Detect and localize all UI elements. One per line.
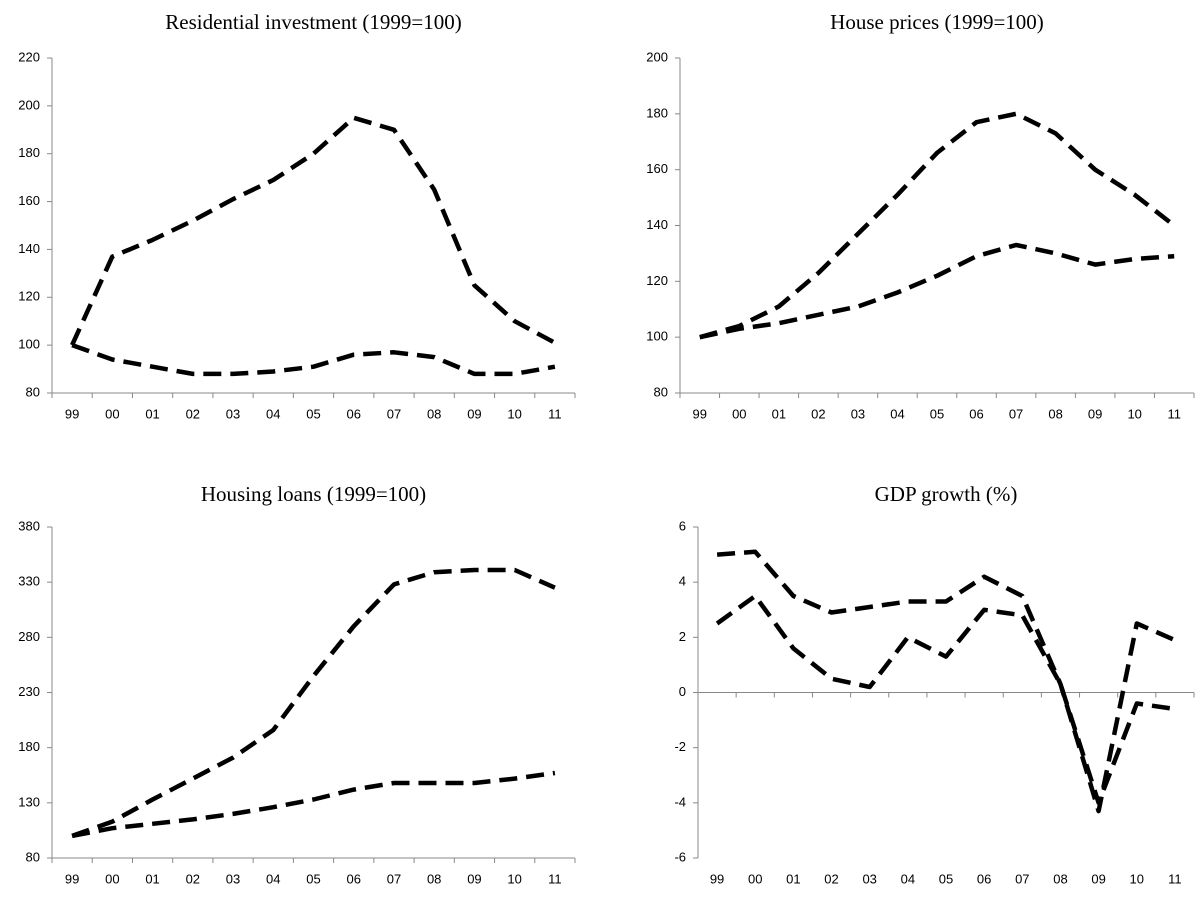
series-line — [71, 770, 556, 839]
y-tick-label: 180 — [18, 145, 40, 160]
x-tick-label: 08 — [427, 406, 441, 421]
x-tick-label: 02 — [186, 871, 200, 886]
x-tick-label: 00 — [748, 871, 762, 886]
series-line — [715, 593, 1176, 806]
x-tick-label: 03 — [862, 871, 876, 886]
x-tick-label: 02 — [186, 406, 200, 421]
series-line — [716, 549, 1176, 814]
series-line — [699, 111, 1176, 340]
series-line — [699, 242, 1175, 340]
y-tick-label: 330 — [18, 574, 40, 589]
x-tick-label: 99 — [693, 406, 707, 421]
x-tick-label: 05 — [939, 871, 953, 886]
x-tick-label: 01 — [786, 871, 800, 886]
chart-title: GDP growth (%) — [875, 482, 1018, 506]
y-tick-label: 140 — [646, 217, 668, 232]
y-tick-label: 80 — [26, 384, 40, 399]
x-tick-label: 04 — [901, 871, 915, 886]
x-tick-label: 05 — [930, 406, 944, 421]
x-tick-label: 06 — [969, 406, 983, 421]
y-tick-label: 140 — [18, 241, 40, 256]
x-tick-label: 09 — [467, 871, 481, 886]
y-tick-label: 130 — [18, 794, 40, 809]
x-tick-label: 02 — [811, 406, 825, 421]
x-tick-label: 10 — [507, 871, 521, 886]
x-tick-label: 06 — [346, 871, 360, 886]
x-tick-label: 11 — [548, 871, 562, 886]
y-tick-label: 200 — [646, 49, 668, 64]
chart-title: House prices (1999=100) — [830, 10, 1044, 34]
y-tick-label: 2 — [679, 629, 686, 644]
x-tick-label: 06 — [977, 871, 991, 886]
y-tick-label: 380 — [18, 518, 40, 533]
x-tick-label: 08 — [427, 871, 441, 886]
y-tick-label: 180 — [646, 105, 668, 120]
x-tick-label: 99 — [65, 871, 79, 886]
x-tick-label: 99 — [710, 871, 724, 886]
y-tick-label: 230 — [18, 684, 40, 699]
y-tick-label: 200 — [18, 97, 40, 112]
y-tick-label: 120 — [646, 273, 668, 288]
chart-title: Residential investment (1999=100) — [165, 10, 461, 34]
x-tick-label: 05 — [306, 406, 320, 421]
x-tick-label: 02 — [824, 871, 838, 886]
x-tick-label: 06 — [346, 406, 360, 421]
chart-title: Housing loans (1999=100) — [201, 482, 426, 506]
y-tick-label: 120 — [18, 289, 40, 304]
x-tick-label: 00 — [105, 406, 119, 421]
x-tick-label: 03 — [226, 406, 240, 421]
y-tick-label: -4 — [674, 794, 686, 809]
y-tick-label: 180 — [18, 739, 40, 754]
x-tick-label: 08 — [1053, 871, 1067, 886]
x-tick-label: 11 — [1167, 406, 1181, 421]
x-tick-label: 07 — [1015, 871, 1029, 886]
y-tick-label: 6 — [679, 518, 686, 533]
x-tick-label: 10 — [507, 406, 521, 421]
x-tick-label: 01 — [772, 406, 786, 421]
series-line — [71, 567, 556, 839]
x-tick-label: 09 — [1091, 871, 1105, 886]
y-tick-label: -2 — [674, 739, 686, 754]
y-tick-label: 160 — [646, 161, 668, 176]
y-tick-label: 80 — [26, 849, 40, 864]
x-tick-label: 00 — [732, 406, 746, 421]
y-tick-label: 280 — [18, 629, 40, 644]
x-tick-label: 07 — [387, 871, 401, 886]
x-tick-label: 07 — [387, 406, 401, 421]
x-tick-label: 99 — [65, 406, 79, 421]
y-tick-label: -6 — [674, 849, 686, 864]
series-line — [70, 115, 556, 347]
x-tick-label: 07 — [1009, 406, 1023, 421]
y-tick-label: 220 — [18, 49, 40, 64]
x-tick-label: 10 — [1130, 871, 1144, 886]
y-tick-label: 4 — [679, 574, 686, 589]
x-tick-label: 04 — [266, 406, 280, 421]
x-tick-label: 09 — [1088, 406, 1102, 421]
x-tick-label: 04 — [890, 406, 904, 421]
x-tick-label: 08 — [1048, 406, 1062, 421]
x-tick-label: 11 — [548, 406, 562, 421]
x-tick-label: 03 — [851, 406, 865, 421]
x-tick-label: 10 — [1127, 406, 1141, 421]
x-tick-label: 03 — [226, 871, 240, 886]
x-tick-label: 05 — [306, 871, 320, 886]
y-tick-label: 160 — [18, 193, 40, 208]
x-tick-label: 11 — [1168, 871, 1182, 886]
x-tick-label: 01 — [145, 406, 159, 421]
x-tick-label: 09 — [467, 406, 481, 421]
y-tick-label: 100 — [646, 329, 668, 344]
y-tick-label: 0 — [679, 684, 686, 699]
x-tick-label: 00 — [105, 871, 119, 886]
x-tick-label: 01 — [145, 871, 159, 886]
series-line — [71, 342, 556, 377]
x-tick-label: 04 — [266, 871, 280, 886]
y-tick-label: 100 — [18, 337, 40, 352]
y-tick-label: 80 — [654, 384, 668, 399]
